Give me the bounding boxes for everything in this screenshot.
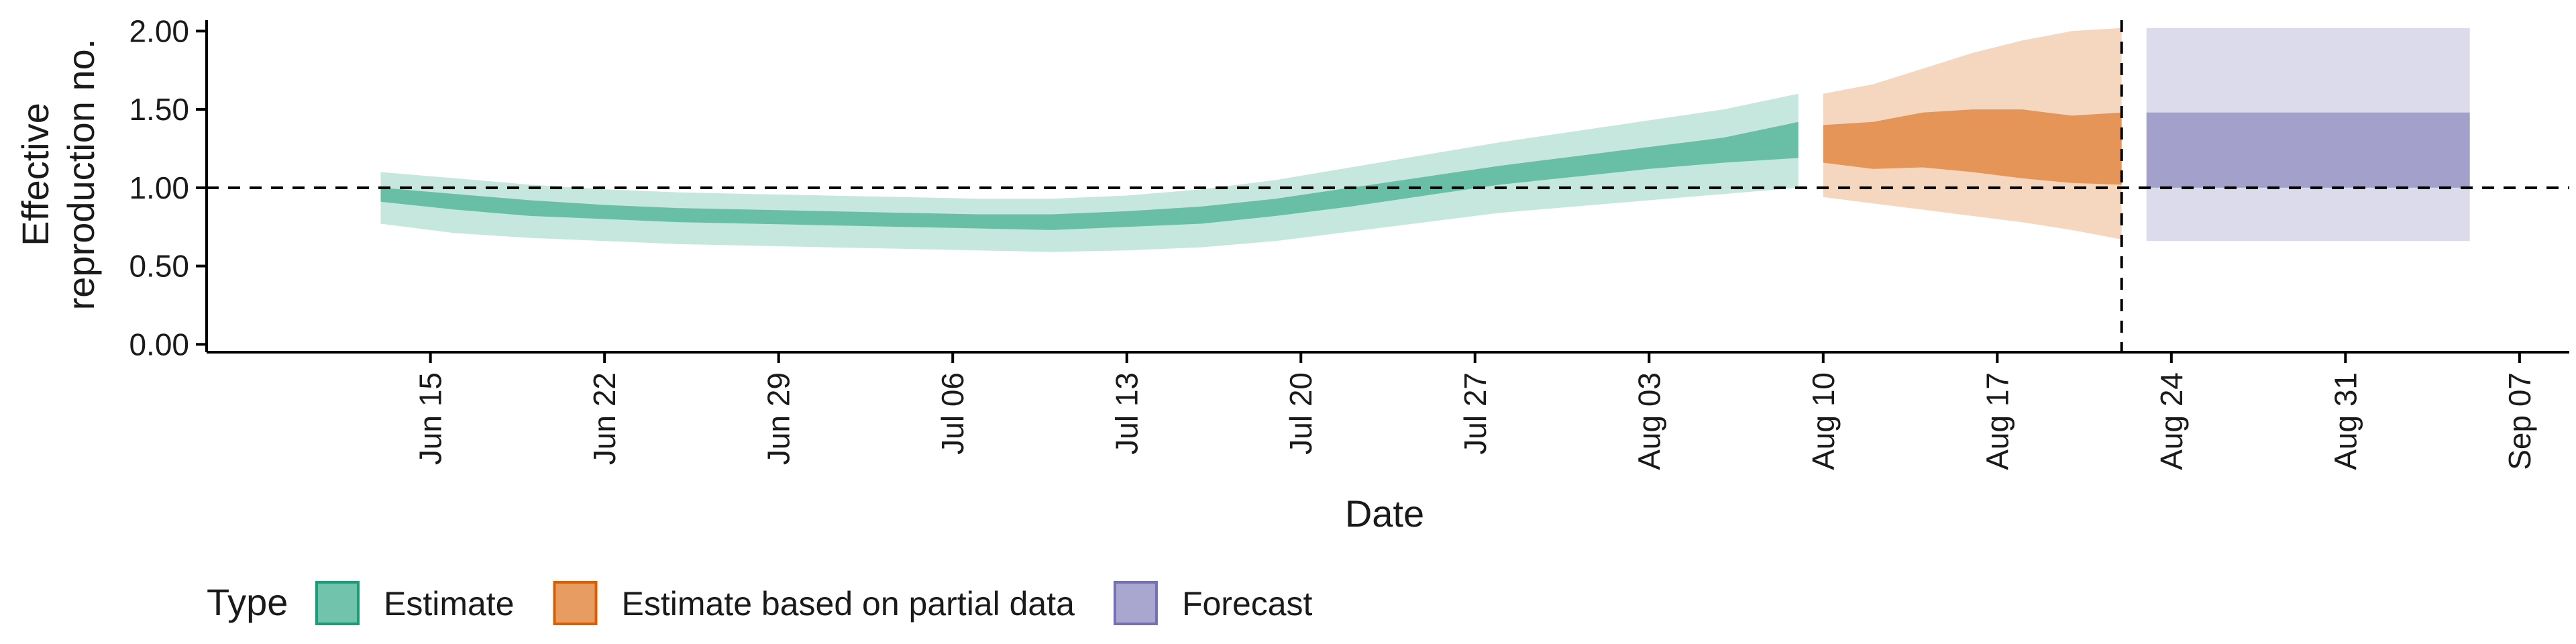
x-tick-label: Aug 24 (2154, 372, 2189, 470)
band-50-series-2 (2146, 112, 2470, 188)
x-tick-label: Aug 03 (1631, 372, 1666, 470)
y-tick-label: 0.00 (129, 327, 189, 362)
x-tick-label: Jul 20 (1283, 372, 1318, 455)
x-tick-label: Aug 31 (2328, 372, 2363, 470)
legend-label-series-1: Estimate based on partial data (622, 585, 1075, 623)
legend-key-series-2 (1113, 581, 1158, 625)
legend: Type Estimate Estimate based on partial d… (207, 581, 1313, 625)
x-tick-label: Jun 22 (587, 372, 622, 465)
axes: 0.00 0.50 1.00 1.50 2.00 Jun 15 Jun 22 Jun 29 Ju… (129, 13, 2569, 470)
x-tick-label: Jun 29 (761, 372, 796, 465)
x-tick-label: Aug 10 (1806, 372, 1841, 470)
band-layer (380, 28, 2470, 252)
y-tick-label: 1.50 (129, 92, 189, 127)
y-tick-label: 2.00 (129, 13, 189, 48)
band-50-series-0 (380, 121, 1799, 230)
legend-title: Type (207, 581, 288, 623)
legend-key-series-1 (553, 581, 598, 625)
y-tick-label: 0.50 (129, 249, 189, 284)
x-axis-title: Date (1345, 492, 1424, 535)
x-tick-label: Jun 15 (413, 372, 448, 465)
x-tick-label: Sep 07 (2502, 372, 2537, 470)
y-axis-title-line1: Effective (14, 103, 56, 246)
y-tick-label: 1.00 (129, 170, 189, 205)
x-tick-label: Aug 17 (1980, 372, 2015, 470)
y-axis-title-line2: reproduction no. (60, 39, 102, 311)
legend-label-series-0: Estimate (384, 585, 515, 623)
x-tick-label: Jul 27 (1458, 372, 1493, 455)
reference-lines (207, 20, 2569, 352)
legend-label-series-2: Forecast (1182, 585, 1313, 623)
x-tick-label: Jul 06 (935, 372, 970, 455)
band-50-series-1 (1823, 109, 2122, 185)
legend-key-series-0 (315, 581, 360, 625)
x-tick-label: Jul 13 (1110, 372, 1144, 455)
